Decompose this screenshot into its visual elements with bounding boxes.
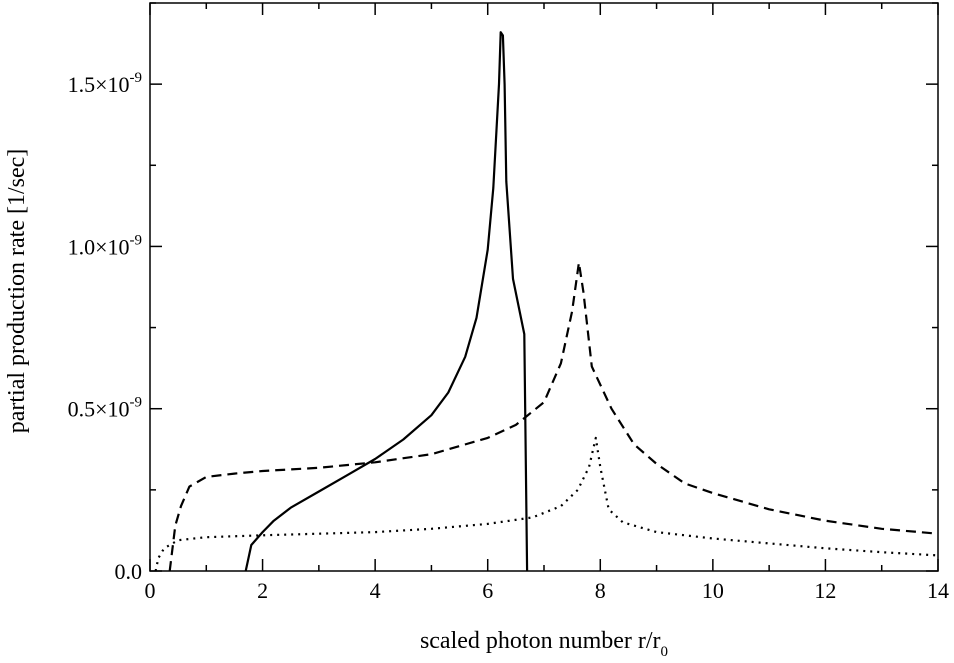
x-axis-ticks: 0 2 4 6 8 10 12 14 [145,3,949,603]
x-tick-label: 12 [814,578,836,603]
x-axis-title: scaled photon number r/r0 [420,628,668,660]
x-tick-label: 2 [257,578,268,603]
x-tick-label: 0 [145,578,156,603]
x-axis-title-main: scaled photon number r/r [420,628,661,654]
x-tick-label: 10 [702,578,724,603]
series-line-dashed [168,261,939,572]
y-tick-label: 0.0 [115,559,143,584]
x-tick-label: 6 [482,578,493,603]
x-axis-title-subscript: 0 [661,644,669,660]
y-tick-label: 1.0×10-9 [68,232,142,259]
series-line-dotted [154,436,939,572]
x-tick-label: 14 [927,578,949,603]
series-line-solid [244,31,529,572]
x-tick-label: 4 [370,578,381,603]
plot-area-frame [149,2,939,572]
y-axis-ticks: 0.0 0.5×10-9 1.0×10-9 1.5×10-9 [68,2,938,584]
y-tick-label: 0.5×10-9 [68,395,142,422]
x-tick-label: 8 [595,578,606,603]
y-axis-title: partial production rate [1/sec] [4,149,30,434]
series-layer [154,31,939,572]
y-tick-label: 1.5×10-9 [68,70,142,97]
